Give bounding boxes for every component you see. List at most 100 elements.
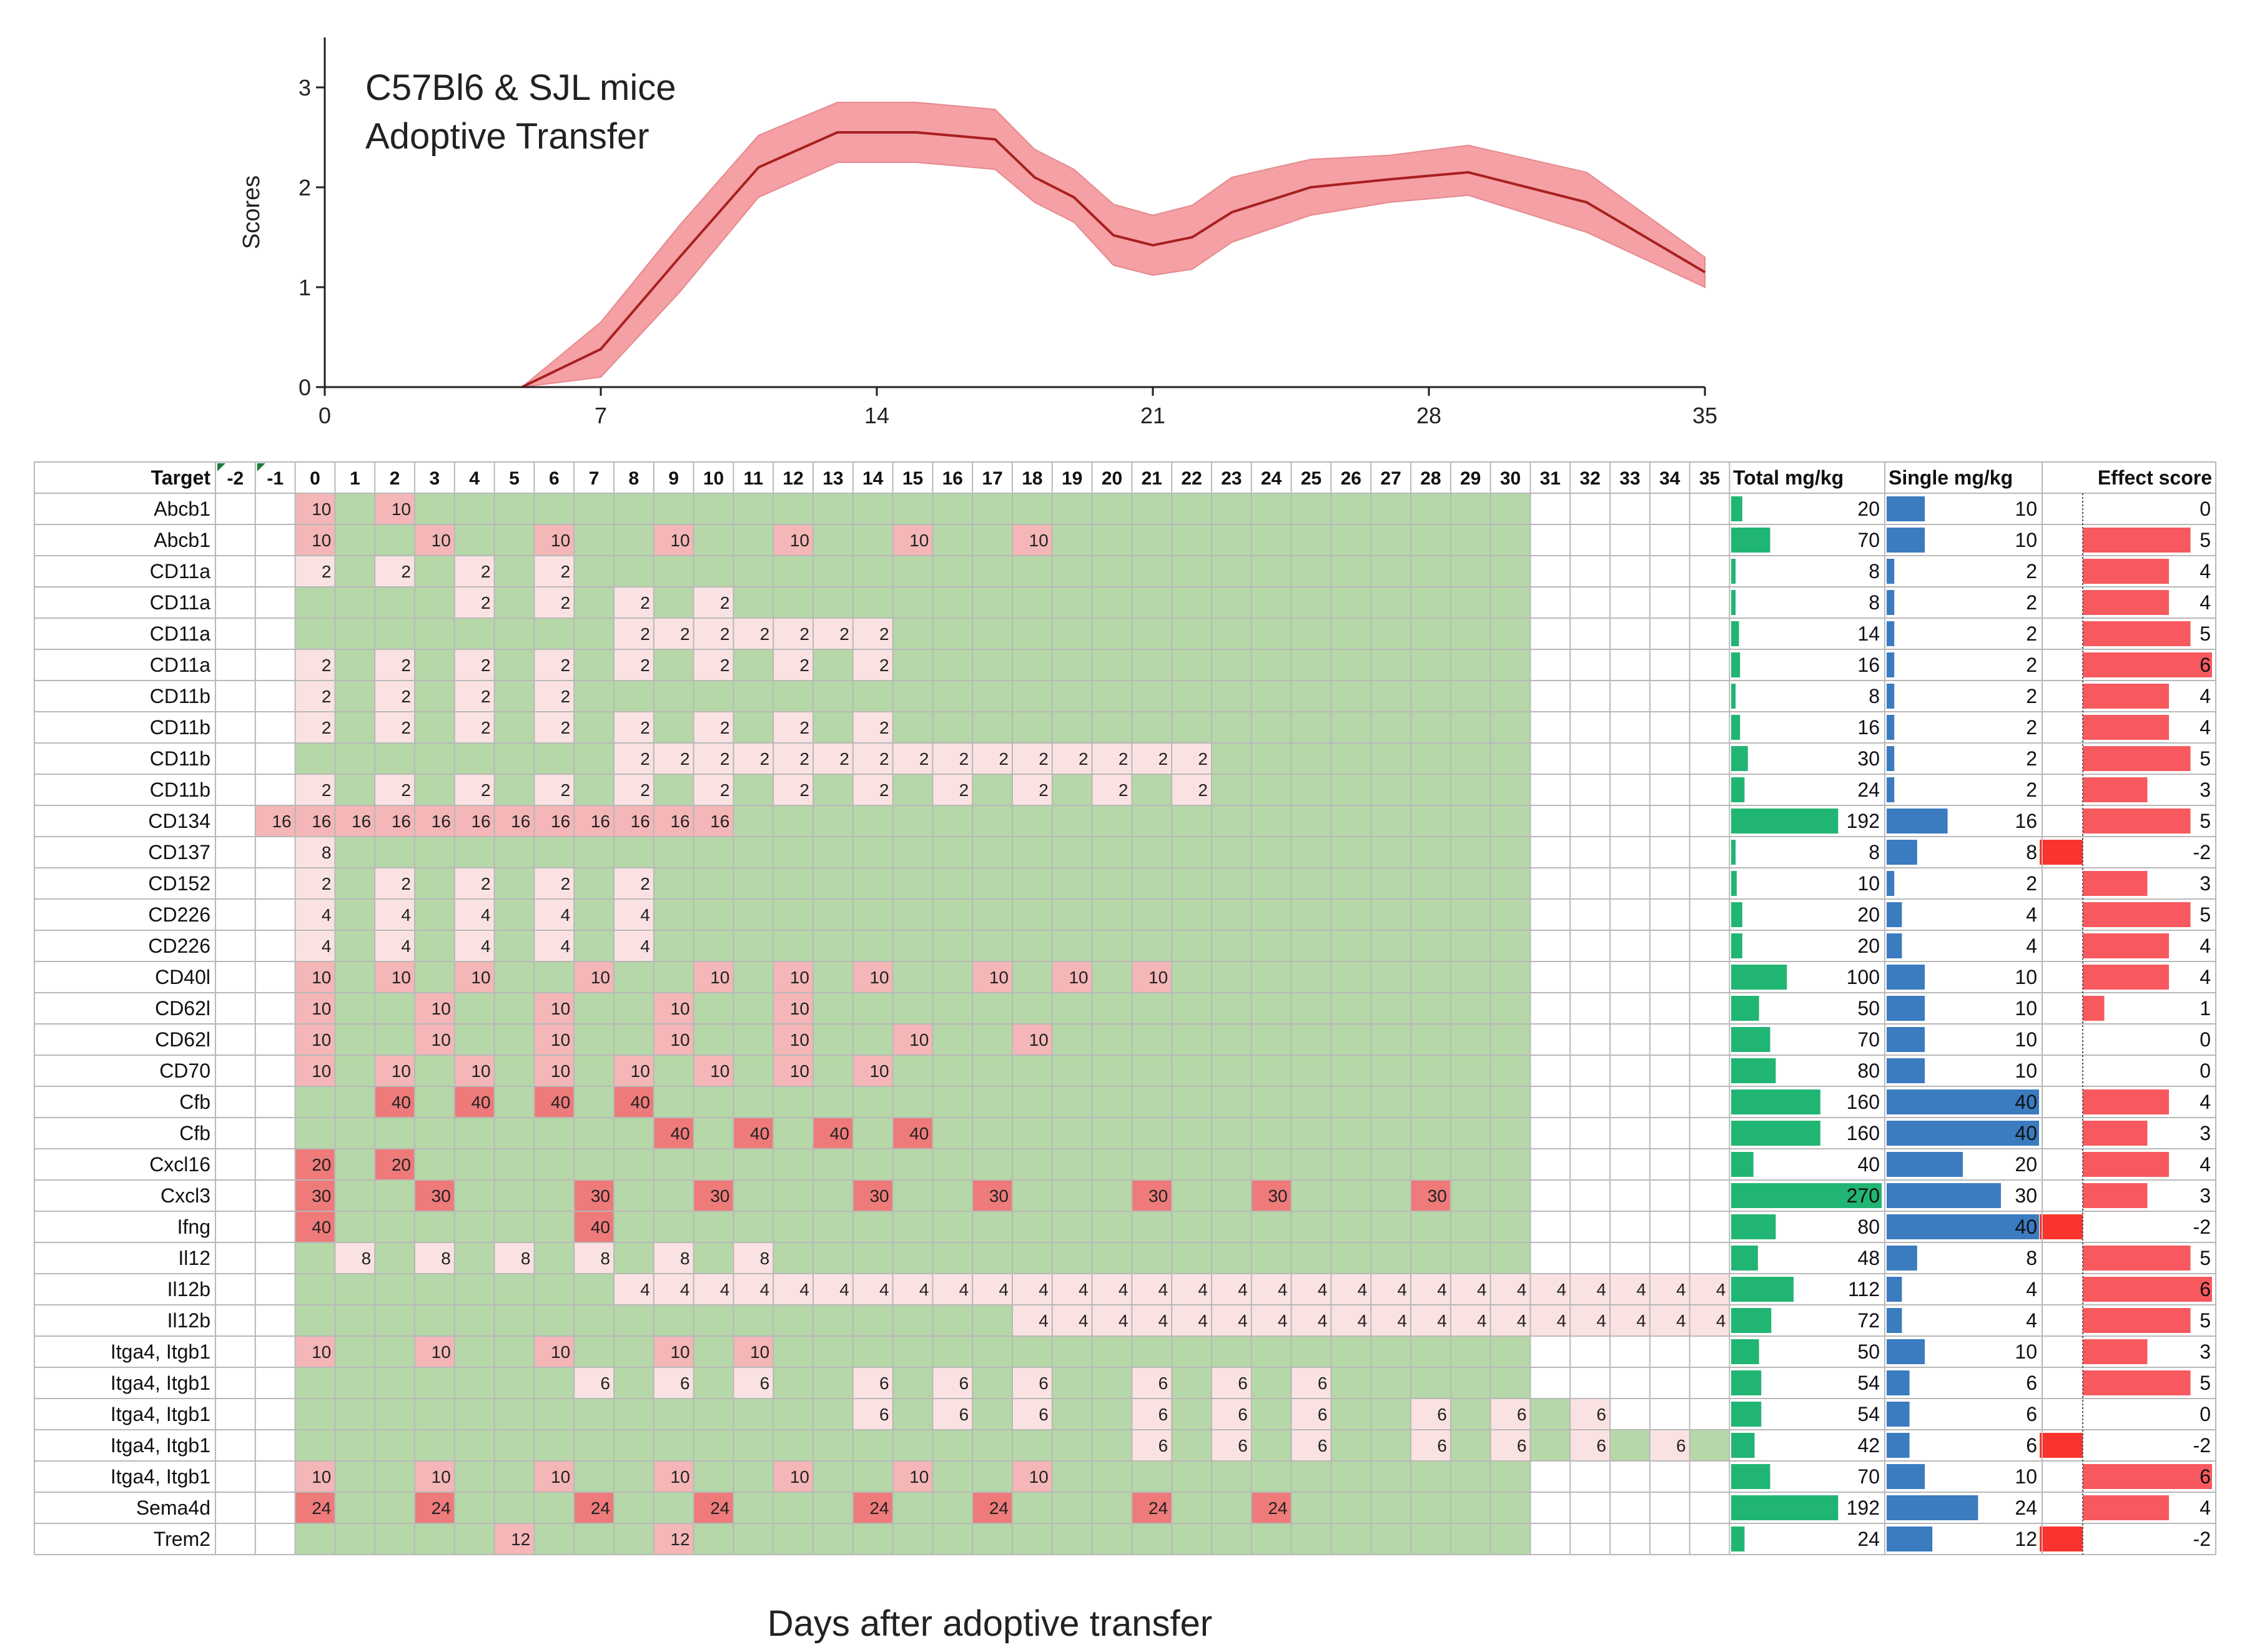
dose-value: 2 — [481, 593, 491, 612]
day-cell — [1490, 524, 1531, 556]
single-value: 10 — [2015, 529, 2037, 551]
day-cell — [1251, 681, 1291, 712]
day-cell — [932, 993, 973, 1024]
day-cell — [892, 1211, 933, 1242]
day-cell — [1411, 1430, 1451, 1461]
row-target-label: CD11b — [150, 716, 210, 739]
day-cell — [1331, 1430, 1371, 1461]
day-cell — [1092, 1523, 1132, 1555]
dose-value: 2 — [1158, 749, 1168, 769]
dose-value: 2 — [879, 656, 889, 675]
day-cell — [614, 743, 654, 774]
day-cell — [972, 1492, 1012, 1523]
dose-value: 4 — [481, 937, 491, 956]
day-cell — [1092, 524, 1132, 556]
header-day: 35 — [1699, 468, 1720, 489]
day-cell — [1012, 868, 1052, 899]
dose-value: 8 — [441, 1249, 451, 1268]
dose-value: 4 — [879, 1280, 889, 1299]
effect-bar — [2083, 1370, 2191, 1395]
effect-value: 1 — [2200, 997, 2211, 1020]
day-cell — [892, 1305, 933, 1336]
day-cell — [1092, 618, 1132, 649]
day-cell — [415, 1180, 455, 1211]
total-bar — [1731, 840, 1736, 865]
day-cell — [494, 681, 535, 712]
single-value: 10 — [2015, 498, 2037, 520]
single-bar — [1887, 933, 1902, 958]
day-cell — [813, 743, 853, 774]
day-cell — [653, 681, 694, 712]
dose-value: 2 — [720, 656, 730, 675]
effect-bar — [2083, 559, 2169, 584]
day-cell — [1490, 743, 1531, 774]
total-value: 70 — [1857, 529, 1880, 551]
day-cell — [614, 681, 654, 712]
day-cell — [295, 1305, 335, 1336]
day-cell — [1411, 1492, 1451, 1523]
day-cell — [1450, 774, 1491, 805]
day-cell — [375, 1211, 415, 1242]
day-cell — [932, 1086, 973, 1118]
day-cell — [1092, 1274, 1132, 1305]
day-cell — [813, 1305, 853, 1336]
day-cell — [972, 1274, 1012, 1305]
day-cell — [1251, 1242, 1291, 1274]
day-cell — [1490, 556, 1531, 587]
dose-value: 4 — [640, 937, 650, 956]
day-cell — [1450, 1211, 1491, 1242]
effect-bar — [2083, 1089, 2169, 1114]
day-cell — [1012, 556, 1052, 587]
dose-value: 4 — [1517, 1280, 1527, 1299]
total-value: 70 — [1857, 1465, 1880, 1488]
day-cell — [1490, 899, 1531, 930]
day-cell — [1450, 712, 1491, 743]
single-bar — [1887, 777, 1895, 802]
day-cell — [1212, 1367, 1252, 1399]
total-bar — [1731, 1527, 1745, 1551]
day-cell — [415, 618, 455, 649]
day-cell — [1371, 993, 1411, 1024]
day-cell — [295, 1211, 335, 1242]
dose-value: 30 — [989, 1186, 1009, 1206]
day-cell — [733, 649, 774, 681]
dose-value: 10 — [1069, 968, 1088, 987]
dose-value: 40 — [750, 1124, 769, 1143]
day-cell — [693, 805, 734, 837]
day-cell — [614, 837, 654, 868]
day-cell — [375, 1024, 415, 1055]
day-cell — [1331, 993, 1371, 1024]
day-cell — [295, 493, 335, 524]
day-cell — [1450, 868, 1491, 899]
day-cell — [454, 774, 495, 805]
day-cell — [1132, 837, 1172, 868]
score-line-layer — [521, 131, 1706, 388]
dose-value: 4 — [1198, 1311, 1208, 1330]
row-target-label: CD62l — [155, 1028, 210, 1051]
dose-value: 30 — [710, 1186, 729, 1206]
dose-value: 10 — [471, 1061, 490, 1081]
day-cell — [1012, 961, 1052, 993]
day-cell — [653, 1211, 694, 1242]
dose-value: 6 — [1596, 1436, 1606, 1455]
day-cell — [1331, 805, 1371, 837]
single-value: 8 — [2026, 1247, 2037, 1269]
day-cell — [1331, 1118, 1371, 1149]
single-bar — [1887, 1058, 1925, 1083]
day-cell — [335, 1305, 375, 1336]
day-cell — [1610, 1430, 1650, 1461]
single-value: 10 — [2015, 966, 2037, 988]
day-cell — [1291, 1024, 1331, 1055]
day-cell — [773, 556, 813, 587]
row-target-label: CD40l — [155, 966, 210, 988]
dose-value: 6 — [1318, 1374, 1328, 1393]
dose-value: 4 — [1397, 1280, 1407, 1299]
day-cell — [494, 556, 535, 587]
day-cell — [813, 493, 853, 524]
effect-bar — [2083, 965, 2169, 990]
total-bar — [1731, 1495, 1839, 1520]
day-cell — [1012, 837, 1052, 868]
day-cell — [892, 493, 933, 524]
header-day: 34 — [1659, 468, 1681, 489]
dose-value: 6 — [1158, 1436, 1168, 1455]
